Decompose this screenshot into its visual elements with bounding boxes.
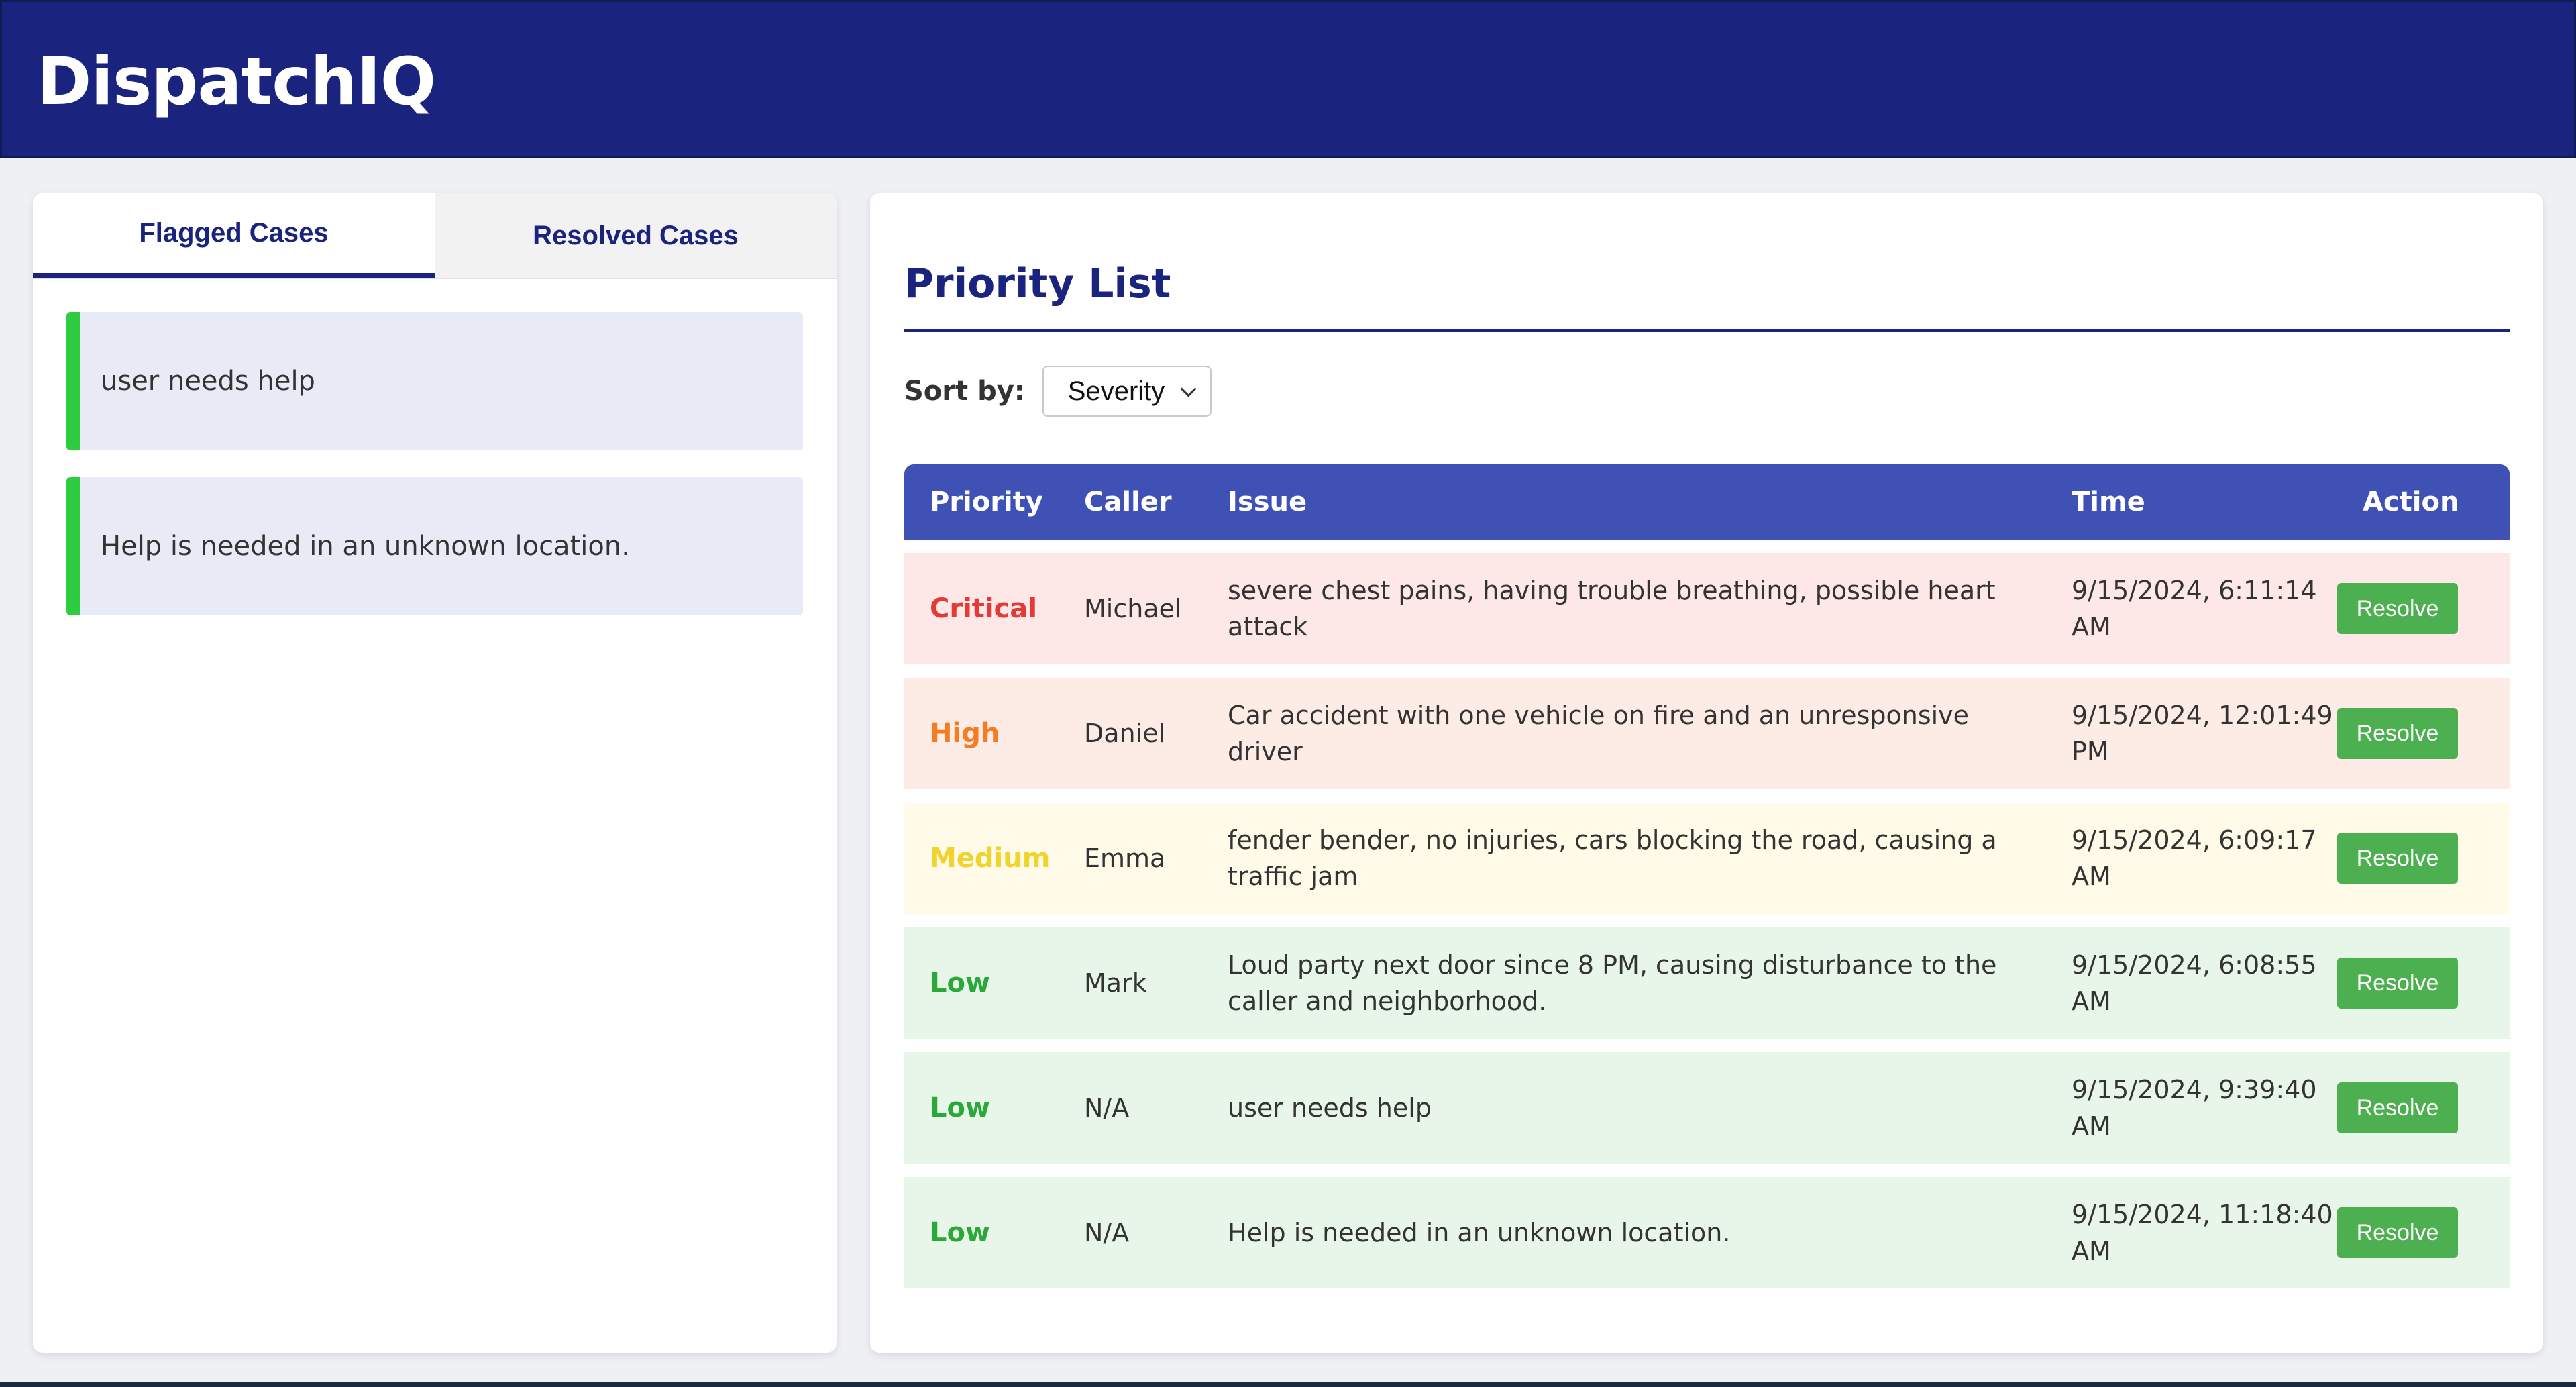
flagged-case-item[interactable]: Help is needed in an unknown location. <box>66 477 803 615</box>
action-cell: Resolve <box>2337 927 2458 1039</box>
resolve-button[interactable]: Resolve <box>2337 708 2458 759</box>
case-time: 9/15/2024, 6:08:55 AM <box>2072 950 2317 1016</box>
caller-name: Michael <box>1084 594 1182 623</box>
table-row: Critical Michael severe chest pains, hav… <box>904 553 2510 664</box>
table-row: High Daniel Car accident with one vehicl… <box>904 678 2510 789</box>
priority-badge: Low <box>930 1217 990 1248</box>
priority-badge: Medium <box>930 843 1051 874</box>
priority-badge: Critical <box>930 593 1038 624</box>
case-time: 9/15/2024, 6:09:17 AM <box>2072 825 2317 891</box>
case-time: 9/15/2024, 12:01:49 PM <box>2072 701 2333 766</box>
caller-name: N/A <box>1084 1093 1130 1123</box>
column-header-issue: Issue <box>1228 486 1307 517</box>
issue-text: user needs help <box>1228 1093 1432 1123</box>
sort-select[interactable]: Severity <box>1042 366 1212 417</box>
table-row: Medium Emma fender bender, no injuries, … <box>904 803 2510 914</box>
caller-name: Daniel <box>1084 719 1166 748</box>
flagged-case-item[interactable]: user needs help <box>66 312 803 450</box>
table-row: Low N/A Help is needed in an unknown loc… <box>904 1177 2510 1288</box>
chevron-down-icon <box>1180 380 1197 397</box>
caller-name: N/A <box>1084 1218 1130 1247</box>
column-header-caller: Caller <box>1084 486 1172 517</box>
case-time: 9/15/2024, 6:11:14 AM <box>2072 576 2317 641</box>
resolve-button[interactable]: Resolve <box>2337 833 2458 884</box>
table-header: Priority Caller Issue Time Action <box>904 464 2510 540</box>
priority-panel: Priority List Sort by: Severity Priority… <box>870 193 2543 1353</box>
app-title: DispatchIQ <box>37 44 436 120</box>
action-cell: Resolve <box>2337 803 2458 914</box>
resolve-button[interactable]: Resolve <box>2337 958 2458 1009</box>
table-row: Low Mark Loud party next door since 8 PM… <box>904 927 2510 1039</box>
issue-text: Help is needed in an unknown location. <box>1228 1218 1731 1247</box>
priority-list-title: Priority List <box>904 260 1171 307</box>
column-header-action: Action <box>2363 486 2459 517</box>
column-header-time: Time <box>2072 486 2145 517</box>
caller-name: Emma <box>1084 843 1166 873</box>
action-cell: Resolve <box>2337 553 2458 664</box>
case-time: 9/15/2024, 11:18:40 AM <box>2072 1200 2333 1266</box>
table-row: Low N/A user needs help 9/15/2024, 9:39:… <box>904 1052 2510 1164</box>
column-header-priority: Priority <box>930 486 1043 517</box>
app-header: DispatchIQ <box>0 0 2576 158</box>
sort-controls: Sort by: Severity <box>904 366 1212 417</box>
title-divider <box>904 329 2510 332</box>
caller-name: Mark <box>1084 968 1147 998</box>
priority-badge: Low <box>930 968 990 998</box>
resolve-button[interactable]: Resolve <box>2337 583 2458 634</box>
case-time: 9/15/2024, 9:39:40 AM <box>2072 1075 2317 1141</box>
action-cell: Resolve <box>2337 1177 2458 1288</box>
issue-text: Loud party next door since 8 PM, causing… <box>1228 950 1997 1016</box>
issue-text: Car accident with one vehicle on fire an… <box>1228 701 1970 766</box>
priority-badge: Low <box>930 1092 990 1123</box>
flagged-panel: Flagged Cases Resolved Cases user needs … <box>33 193 837 1353</box>
priority-table: Priority Caller Issue Time Action Critic… <box>904 464 2510 1288</box>
issue-text: fender bender, no injuries, cars blockin… <box>1228 825 1997 891</box>
tab-resolved-cases[interactable]: Resolved Cases <box>533 220 739 250</box>
resolve-button[interactable]: Resolve <box>2337 1082 2458 1133</box>
flagged-case-list: user needs help Help is needed in an unk… <box>66 312 803 642</box>
priority-badge: High <box>930 718 1000 749</box>
case-tabs: Flagged Cases Resolved Cases <box>33 193 837 279</box>
flagged-case-text: user needs help <box>101 366 315 397</box>
tab-flagged-cases[interactable]: Flagged Cases <box>33 193 435 278</box>
sort-select-value: Severity <box>1067 376 1165 406</box>
sort-label: Sort by: <box>904 376 1025 407</box>
action-cell: Resolve <box>2337 1052 2458 1164</box>
flagged-case-text: Help is needed in an unknown location. <box>101 531 630 562</box>
issue-text: severe chest pains, having trouble breat… <box>1228 576 1996 641</box>
resolve-button[interactable]: Resolve <box>2337 1207 2458 1258</box>
action-cell: Resolve <box>2337 678 2458 789</box>
